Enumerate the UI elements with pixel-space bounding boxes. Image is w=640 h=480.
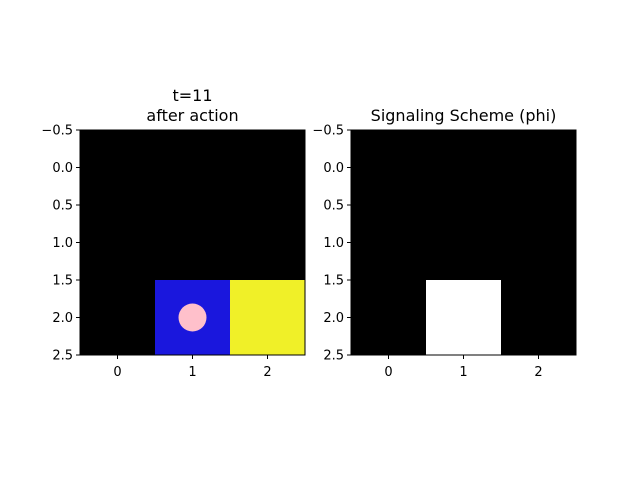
panel-title: Signaling Scheme (phi) [371, 106, 557, 125]
grid-cell [426, 130, 502, 206]
grid-cell [501, 130, 577, 206]
y-tick-label: 0.5 [323, 199, 344, 214]
panel-title: t=11 [172, 86, 212, 105]
y-tick-label: 1.5 [323, 274, 344, 289]
grid-cell [80, 205, 156, 281]
grid-cell [155, 130, 231, 206]
grid-cell [80, 130, 156, 206]
x-tick-label: 2 [534, 365, 542, 380]
x-tick-label: 1 [188, 365, 196, 380]
x-tick-label: 1 [459, 365, 467, 380]
y-tick-label: −0.5 [312, 124, 344, 139]
agent-marker [178, 303, 207, 332]
y-tick-label: 2.5 [52, 349, 73, 364]
grid-cell [351, 130, 427, 206]
y-tick-label: −0.5 [41, 124, 73, 139]
grid-cell [351, 205, 427, 281]
y-tick-label: 2.0 [323, 311, 344, 326]
y-tick-label: 0.0 [323, 161, 344, 176]
y-tick-label: 0.5 [52, 199, 73, 214]
y-tick-label: 0.0 [52, 161, 73, 176]
y-tick-label: 2.5 [323, 349, 344, 364]
x-tick-label: 2 [263, 365, 271, 380]
grid-cell [351, 280, 427, 356]
grid-cell [426, 205, 502, 281]
grid-cell [230, 205, 306, 281]
grid-cell [230, 280, 306, 356]
x-tick-label: 0 [113, 365, 121, 380]
y-tick-label: 2.0 [52, 311, 73, 326]
grid-cell [155, 205, 231, 281]
grid-cell [80, 280, 156, 356]
x-tick-label: 0 [384, 365, 392, 380]
grid-cell [501, 205, 577, 281]
y-tick-label: 1.0 [52, 236, 73, 251]
grid-cell [501, 280, 577, 356]
y-tick-label: 1.0 [323, 236, 344, 251]
grid-cell [426, 280, 502, 356]
y-tick-label: 1.5 [52, 274, 73, 289]
panel-title: after action [146, 106, 238, 125]
grid-cell [230, 130, 306, 206]
